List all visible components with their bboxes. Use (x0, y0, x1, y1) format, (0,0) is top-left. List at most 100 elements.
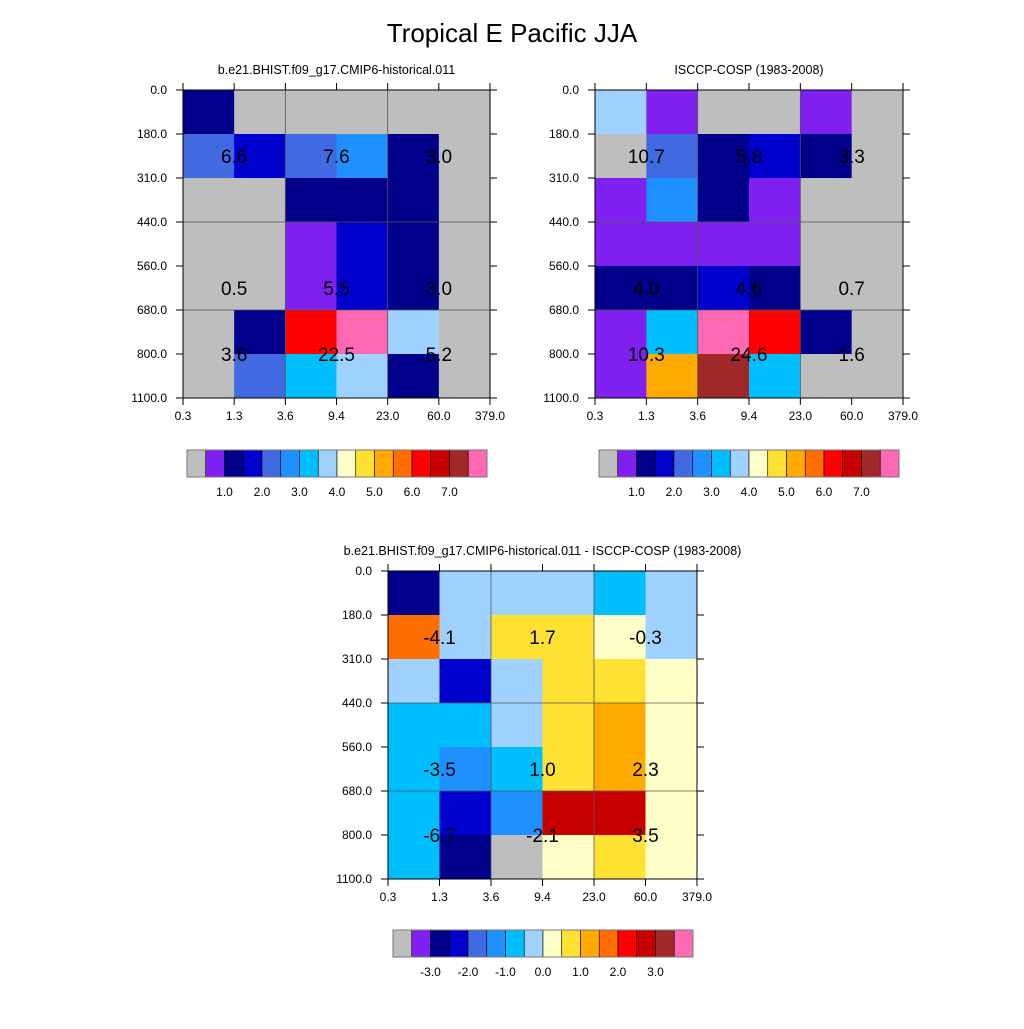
cell-annotation: 6.6 (221, 147, 247, 168)
heatmap-cell (439, 835, 492, 880)
colorbar-box (561, 929, 581, 958)
cell-annotation: 3.0 (426, 147, 452, 168)
heatmap-cell (645, 571, 698, 616)
heatmap-cell (800, 310, 853, 355)
heatmap-cell (234, 266, 286, 311)
y-tick-label: 180.0 (342, 608, 372, 622)
colorbar-box (729, 449, 750, 478)
cell-annotation: -6.7 (423, 826, 456, 847)
panel-title: b.e21.BHIST.f09_g17.CMIP6-historical.011 (218, 63, 455, 77)
heatmap-cell (851, 222, 904, 267)
heatmap-cell (851, 310, 904, 355)
heatmap-cell (388, 571, 440, 616)
y-tick-label: 680.0 (549, 303, 579, 317)
heatmap-cell (438, 134, 491, 179)
heatmap-cell (285, 134, 337, 179)
heatmap-cell (491, 835, 543, 880)
panel-1: b.e21.BHIST.f09_g17.CMIP6-historical.011… (131, 63, 505, 499)
colorbar-box (617, 929, 638, 958)
heatmap-cell (595, 134, 647, 179)
colorbar-box (654, 449, 675, 478)
heatmap-cell (542, 615, 595, 660)
y-tick-label: 680.0 (342, 784, 372, 798)
cell-annotation: 3.0 (426, 279, 452, 300)
y-tick-label: 440.0 (549, 215, 579, 229)
heatmap-cell (800, 90, 853, 135)
colorbar-box (786, 449, 806, 478)
heatmap-cell (387, 266, 440, 311)
colorbar-box (261, 449, 282, 478)
colorbar-label: 6.0 (816, 485, 833, 499)
heatmap-cell (439, 615, 492, 660)
colorbar-frame (598, 449, 900, 478)
y-tick-label: 0.0 (150, 83, 167, 97)
heatmap-cell (697, 310, 750, 355)
colorbar-label: 1.0 (572, 965, 589, 979)
cell-annotation: -0.3 (629, 628, 662, 649)
heatmap-cell (439, 703, 492, 748)
heatmap-cell (749, 178, 801, 223)
colorbar-box (336, 449, 357, 478)
heatmap-cell (646, 178, 699, 223)
x-tick-label: 379.0 (475, 409, 505, 423)
heatmap-cell (697, 222, 750, 267)
y-tick-label: 310.0 (549, 171, 579, 185)
colorbar-box (224, 449, 244, 478)
heatmap-cell (594, 659, 646, 704)
heatmap-cell (697, 354, 750, 399)
heatmap-cell (800, 178, 853, 223)
x-tick-label: 60.0 (427, 409, 451, 423)
cell-annotation: 10.7 (628, 147, 665, 168)
colorbar-label: 2.0 (254, 485, 271, 499)
colorbar-label: 2.0 (610, 965, 627, 979)
heatmap-cell (336, 178, 389, 223)
x-tick-label: 60.0 (634, 890, 658, 904)
heatmap-cell (183, 222, 235, 267)
heatmap-cell (388, 703, 440, 748)
heatmap-cell (336, 354, 389, 399)
heatmap-cell (438, 90, 491, 135)
heatmap-cell (749, 134, 801, 179)
heatmap-cell (645, 791, 698, 836)
colorbar-box (392, 449, 413, 478)
heatmap-cell (439, 571, 492, 616)
y-tick-label: 440.0 (342, 696, 372, 710)
heatmap-cell (285, 90, 337, 135)
heatmap-cell (851, 266, 904, 311)
heatmap-cell (234, 178, 286, 223)
heatmap-cell (542, 791, 595, 836)
y-tick-label: 180.0 (137, 127, 167, 141)
heatmap-cell (183, 310, 235, 355)
x-tick-label: 3.6 (483, 890, 500, 904)
cell-annotation: 1.6 (838, 345, 864, 366)
heatmap-cell (851, 354, 904, 399)
colorbar-box (636, 449, 656, 478)
heatmap-cell (336, 310, 389, 355)
colorbar-box (711, 449, 731, 478)
colorbar-label: 7.0 (441, 485, 458, 499)
colorbar-box (542, 929, 563, 958)
heatmap-cell (697, 178, 750, 223)
heatmap-cell (234, 134, 286, 179)
x-tick-label: 60.0 (840, 409, 864, 423)
heatmap-cell (645, 659, 698, 704)
colorbar-box (804, 449, 825, 478)
colorbar-label: 2.0 (666, 485, 683, 499)
colorbar-box (673, 449, 694, 478)
heatmap-cell (646, 310, 699, 355)
colorbar-box (467, 929, 488, 958)
cell-annotation: 4.6 (736, 279, 762, 300)
heatmap-cell (595, 266, 647, 311)
colorbar-label: 3.0 (291, 485, 308, 499)
colorbar-label: 1.0 (628, 485, 645, 499)
cell-annotation: 2.3 (632, 760, 658, 781)
colorbar-box (598, 449, 619, 478)
colorbar-label: -1.0 (495, 965, 516, 979)
y-tick-label: 310.0 (137, 171, 167, 185)
x-tick-label: 1.3 (226, 409, 243, 423)
heatmap-cell (491, 791, 543, 836)
cell-annotation: -4.1 (423, 628, 456, 649)
panel-2: ISCCP-COSP (1983-2008) 0.3 1.3 3.6 9.4 23.0 60… (543, 63, 918, 499)
cell-annotation: 3.6 (221, 345, 247, 366)
colorbar-box (430, 929, 450, 958)
